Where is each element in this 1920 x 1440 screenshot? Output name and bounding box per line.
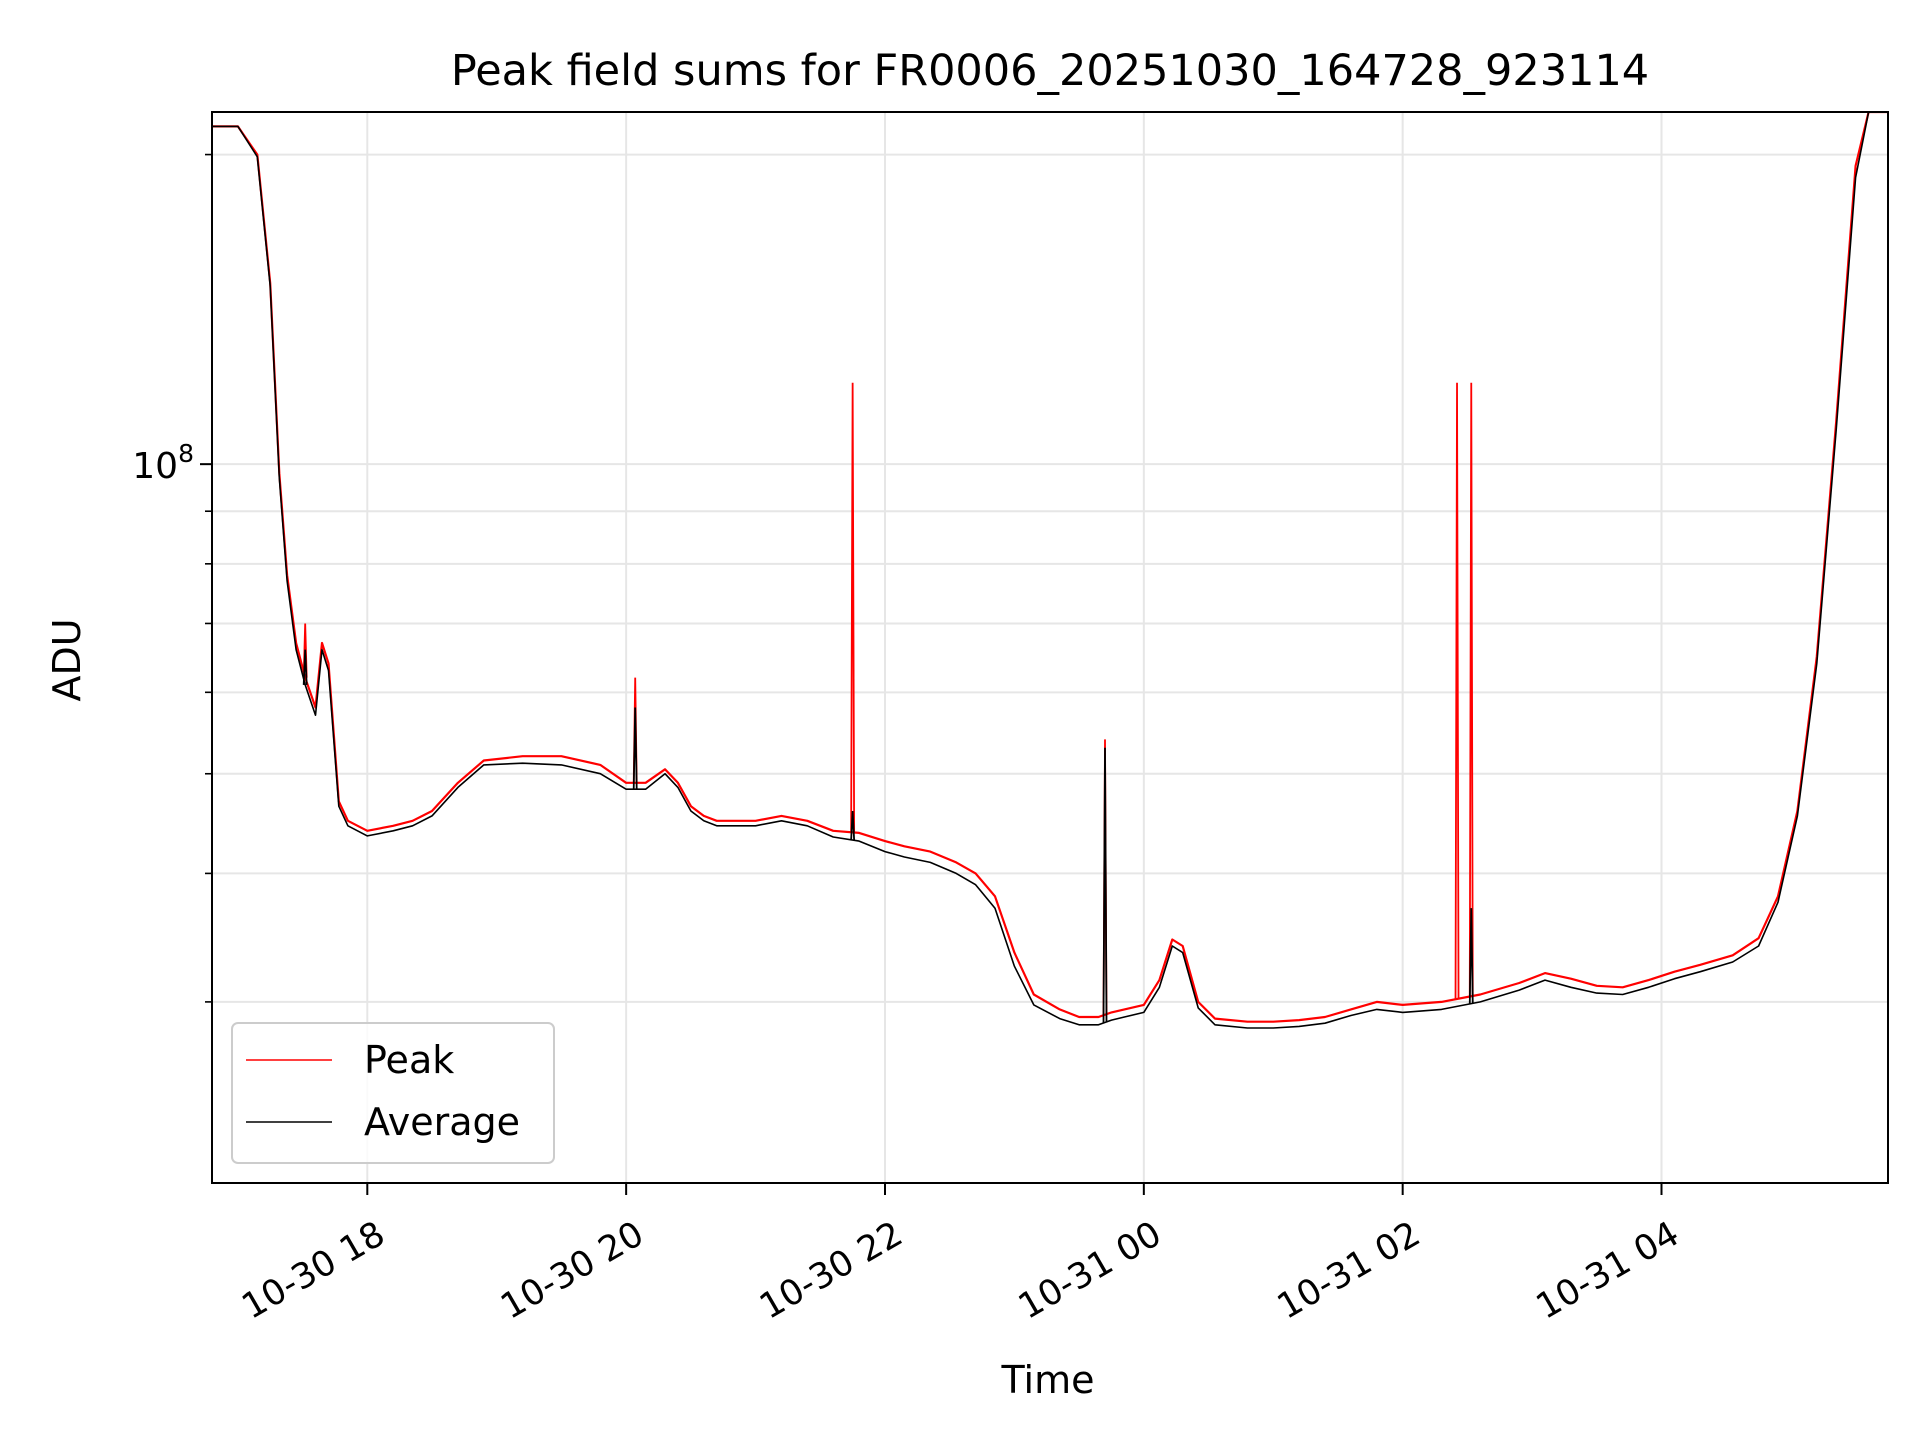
legend: Peak Average (232, 1023, 554, 1163)
y-tick-label-base: 10 (132, 446, 178, 487)
x-axis-label: Time (1001, 1358, 1095, 1402)
y-axis-label: ADU (45, 618, 89, 701)
legend-average-label: Average (364, 1100, 520, 1144)
chart: 10-30 18 10-30 20 10-30 22 10-31 00 10-31 02… (0, 0, 1920, 1440)
figure-background (0, 0, 1920, 1440)
chart-title: Peak field sums for FR0006_20251030_1647… (451, 46, 1649, 96)
y-tick-label-exponent: 8 (178, 439, 194, 468)
chart-svg: 10-30 18 10-30 20 10-30 22 10-31 00 10-31 02… (0, 0, 1920, 1440)
legend-peak-label: Peak (364, 1038, 454, 1082)
